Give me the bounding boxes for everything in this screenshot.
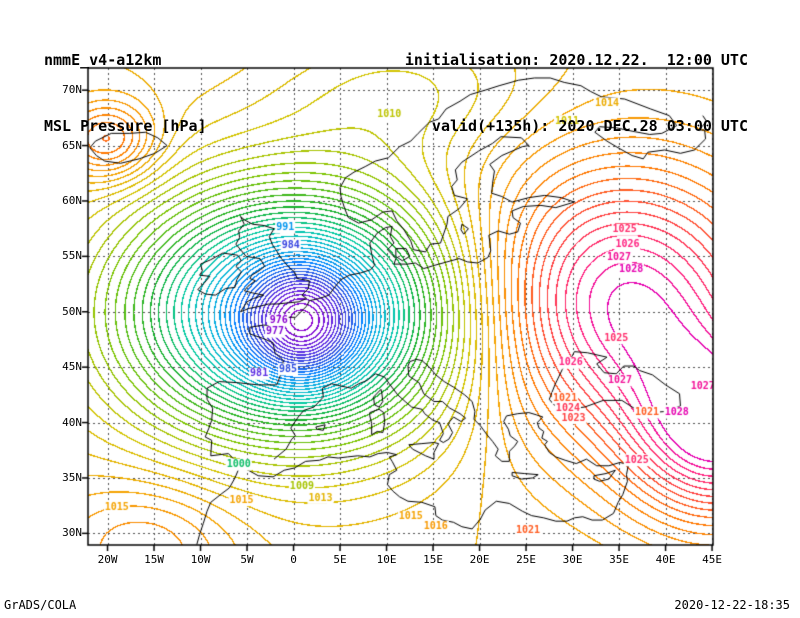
lat-tick-label: 55N [62, 249, 82, 263]
lon-tick-label: 15W [144, 553, 164, 566]
lon-tick-label: 40E [655, 553, 676, 566]
model-name: nmmE_v4-a12km [44, 51, 162, 69]
lon-tick-label: 5E [333, 553, 347, 566]
lat-tick-label: 35N [62, 470, 82, 484]
lon-tick-label: 20W [97, 553, 118, 566]
lon-tick-label: 30E [562, 553, 583, 566]
lon-tick-label: 25E [516, 553, 536, 566]
field-title: MSL Pressure [hPa] [44, 117, 207, 135]
lon-tick-label: 10W [190, 553, 211, 566]
lon-tick-label: 5W [240, 553, 254, 566]
lon-tick-label: 35E [609, 553, 629, 566]
valid-time-label: valid(+135h): 2020.DEC.28 03:00 UTC [431, 117, 748, 135]
lon-tick-label: 15E [423, 553, 443, 566]
grads-credit: GrADS/COLA [4, 598, 77, 612]
header-left: nmmE_v4-a12km MSL Pressure [hPa] [44, 5, 207, 181]
lat-tick-label: 50N [62, 304, 82, 318]
header-right: initialisation: 2020.12.22. 12:00 UTC va… [405, 5, 748, 181]
lon-tick-label: 45E [702, 553, 722, 566]
lat-tick-label: 40N [62, 415, 82, 429]
init-time-label: initialisation: 2020.12.22. 12:00 UTC [404, 51, 748, 69]
lat-tick-label: 65N [62, 138, 82, 152]
lon-tick-label: 20E [469, 553, 490, 566]
render-timestamp: 2020-12-22-18:35 [674, 598, 790, 612]
lat-tick-label: 70N [62, 83, 82, 97]
lat-tick-label: 45N [62, 360, 82, 374]
lat-tick-label: 30N [62, 526, 82, 540]
lon-tick-label: 10E [376, 553, 397, 566]
lat-tick-label: 60N [62, 193, 82, 207]
lon-tick-label: 0 [290, 553, 297, 566]
